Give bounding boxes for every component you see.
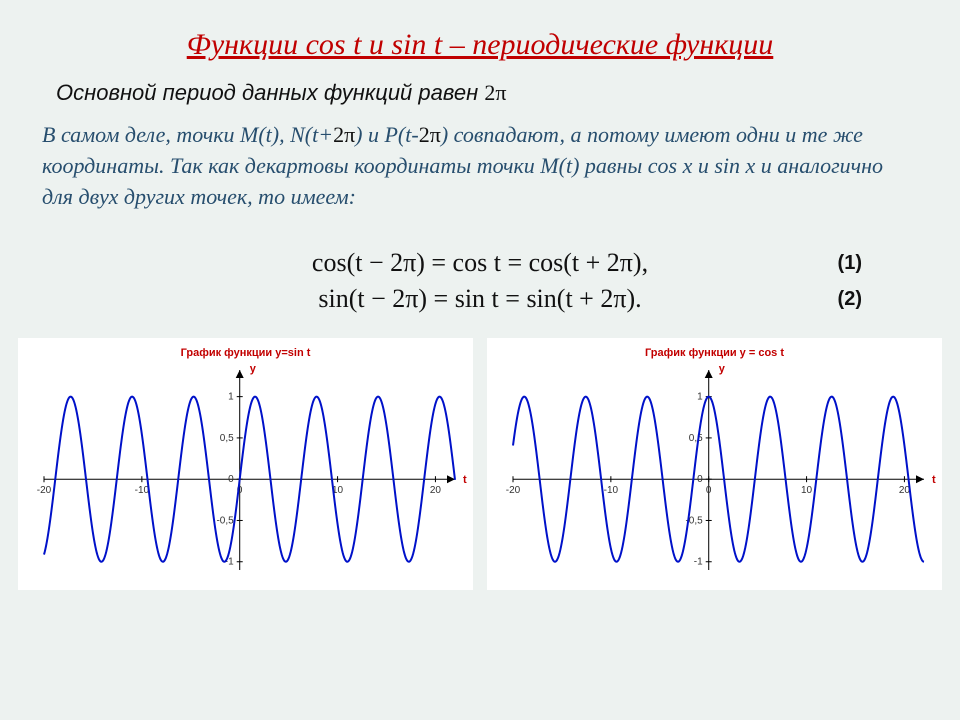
two-pi-inline-2: 2π xyxy=(419,122,441,147)
svg-text:-0,5: -0,5 xyxy=(216,516,234,527)
subhead-text: Основной период данных функций равен xyxy=(56,80,484,105)
equation-2-label: (2) xyxy=(838,288,862,311)
equation-2: sin(t − 2π) = sin t = sin(t + 2π). xyxy=(318,284,641,313)
svg-text:t: t xyxy=(932,475,936,487)
page-title: Функции cos t и sin t – периодические фу… xyxy=(0,0,960,62)
svg-text:-20: -20 xyxy=(506,486,521,497)
equation-2-row: sin(t − 2π) = sin t = sin(t + 2π). (2) xyxy=(110,284,850,314)
equation-1-label: (1) xyxy=(838,252,862,275)
subheading: Основной период данных функций равен 2π xyxy=(56,80,960,106)
svg-text:0: 0 xyxy=(697,475,703,486)
svg-text:0,5: 0,5 xyxy=(689,433,703,444)
svg-text:График функции y = cos t: График функции y = cos t xyxy=(645,347,784,359)
two-pi-symbol: 2π xyxy=(484,80,506,105)
svg-text:1: 1 xyxy=(228,392,234,403)
svg-text:0: 0 xyxy=(228,475,234,486)
svg-text:-20: -20 xyxy=(37,486,52,497)
svg-text:График функции y=sin t: График функции y=sin t xyxy=(181,347,311,359)
svg-text:y: y xyxy=(250,363,257,375)
svg-text:20: 20 xyxy=(430,486,442,497)
charts-row: График функции y=sin tyt-20-1001020-1-0,… xyxy=(0,320,960,590)
svg-text:10: 10 xyxy=(801,486,813,497)
para-part1: В самом деле, точки M(t), N(t+ xyxy=(42,122,333,147)
para-part2: ) и P(t- xyxy=(355,122,419,147)
svg-text:0: 0 xyxy=(706,486,712,497)
sin-chart: График функции y=sin tyt-20-1001020-1-0,… xyxy=(18,338,473,590)
svg-text:t: t xyxy=(463,475,467,487)
cos-chart: График функции y = cos tyt-20-1001020-1-… xyxy=(487,338,942,590)
equation-1-row: cos(t − 2π) = cos t = cos(t + 2π), (1) xyxy=(110,248,850,278)
svg-text:0,5: 0,5 xyxy=(220,433,234,444)
svg-text:1: 1 xyxy=(697,392,703,403)
explanation-paragraph: В самом деле, точки M(t), N(t+2π) и P(t-… xyxy=(42,120,910,212)
equation-block: cos(t − 2π) = cos t = cos(t + 2π), (1) s… xyxy=(110,248,850,314)
equation-1: cos(t − 2π) = cos t = cos(t + 2π), xyxy=(312,248,648,277)
svg-text:-10: -10 xyxy=(135,486,150,497)
two-pi-inline-1: 2π xyxy=(333,122,355,147)
svg-text:-1: -1 xyxy=(694,557,703,568)
svg-text:y: y xyxy=(719,363,726,375)
svg-text:-10: -10 xyxy=(604,486,619,497)
